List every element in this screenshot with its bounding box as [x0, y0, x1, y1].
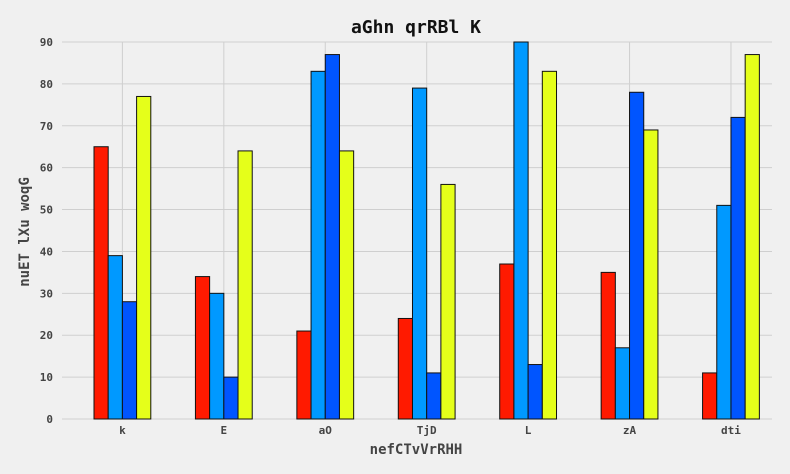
bar	[310, 70, 326, 420]
bar	[194, 276, 211, 420]
bar	[209, 292, 225, 420]
bar	[513, 41, 529, 420]
y-axis-label: nuET lXu woqG	[17, 177, 33, 287]
bar	[324, 54, 340, 420]
bar	[397, 317, 413, 420]
bar	[744, 54, 760, 420]
y-tick-label: 90	[40, 36, 53, 49]
bar	[296, 330, 312, 420]
bar	[440, 183, 456, 420]
y-tick-label: 40	[40, 245, 53, 258]
bar	[702, 372, 718, 420]
x-tick-label: aO	[319, 424, 333, 437]
y-tick-label: 10	[40, 371, 53, 384]
y-tick-label: 80	[40, 78, 53, 91]
chart-title: aGhn qrRBl K	[351, 17, 481, 38]
bar	[426, 372, 442, 420]
x-tick-label: zA	[623, 424, 637, 437]
x-tick-label: k	[119, 424, 126, 437]
y-tick-labels: 0 10 20 30 40 50 60 70 80 90	[40, 36, 53, 426]
bar	[411, 87, 428, 420]
bars-group	[93, 41, 760, 420]
bar	[541, 70, 558, 420]
x-tick-label: E	[221, 424, 228, 437]
x-tick-label: dti	[721, 424, 741, 437]
y-tick-label: 20	[40, 329, 53, 342]
bar	[716, 204, 732, 420]
bar	[223, 376, 239, 420]
y-tick-label: 50	[40, 204, 53, 217]
bar	[237, 150, 253, 420]
bar	[614, 347, 631, 420]
bar	[121, 301, 138, 420]
x-axis-label: nefCTvVrRHH	[370, 442, 463, 458]
bar	[629, 91, 645, 420]
y-tick-label: 0	[46, 413, 53, 426]
x-tick-label: TjD	[417, 424, 437, 437]
bar	[527, 364, 543, 420]
y-tick-label: 30	[40, 287, 53, 300]
bar	[600, 271, 616, 420]
y-tick-label: 70	[40, 120, 53, 133]
bar	[107, 255, 123, 420]
bar	[93, 146, 109, 420]
y-tick-label: 60	[40, 162, 53, 175]
bar	[136, 95, 152, 420]
bar	[643, 129, 659, 420]
bar	[499, 263, 515, 420]
bar	[730, 116, 746, 420]
bar	[338, 150, 355, 420]
x-tick-label: L	[525, 424, 532, 437]
